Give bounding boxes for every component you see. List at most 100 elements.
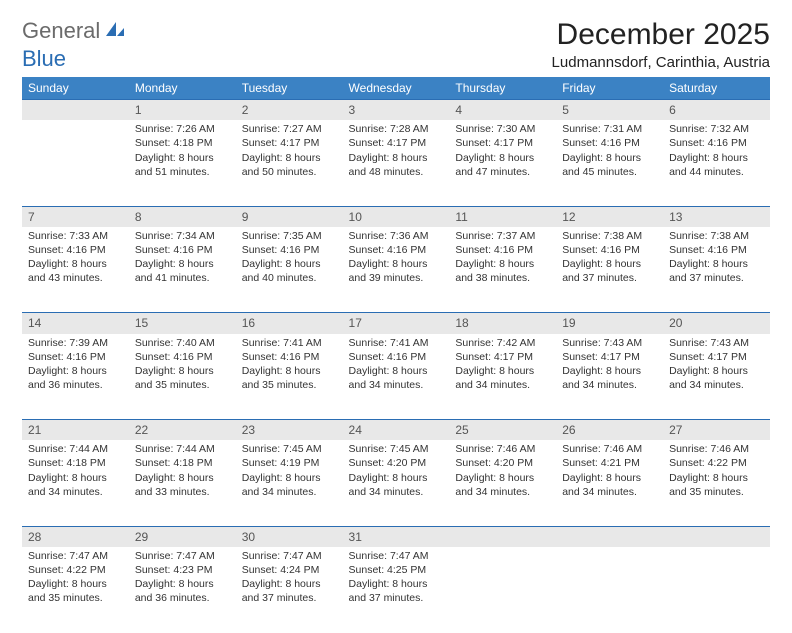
daylight2-text: and 43 minutes. (28, 271, 123, 285)
day-header: Friday (556, 77, 663, 100)
sunset-text: Sunset: 4:17 PM (669, 350, 764, 364)
sunset-text: Sunset: 4:17 PM (455, 136, 550, 150)
daylight1-text: Daylight: 8 hours (349, 471, 444, 485)
daylight2-text: and 37 minutes. (562, 271, 657, 285)
day-number: 14 (22, 313, 129, 334)
sunrise-text: Sunrise: 7:36 AM (349, 229, 444, 243)
daylight2-text: and 34 minutes. (669, 378, 764, 392)
day-number: 7 (22, 206, 129, 227)
daylight1-text: Daylight: 8 hours (455, 364, 550, 378)
sunrise-text: Sunrise: 7:42 AM (455, 336, 550, 350)
sunrise-text: Sunrise: 7:46 AM (669, 442, 764, 456)
daylight2-text: and 48 minutes. (349, 165, 444, 179)
calendar-table: Sunday Monday Tuesday Wednesday Thursday… (22, 77, 770, 633)
sunset-text: Sunset: 4:16 PM (669, 136, 764, 150)
day-cell: Sunrise: 7:38 AMSunset: 4:16 PMDaylight:… (663, 227, 770, 313)
day-number: 20 (663, 313, 770, 334)
day-cell: Sunrise: 7:31 AMSunset: 4:16 PMDaylight:… (556, 120, 663, 206)
daylight2-text: and 37 minutes. (669, 271, 764, 285)
sunset-text: Sunset: 4:20 PM (349, 456, 444, 470)
daylight1-text: Daylight: 8 hours (562, 151, 657, 165)
daylight2-text: and 34 minutes. (242, 485, 337, 499)
day-cell: Sunrise: 7:40 AMSunset: 4:16 PMDaylight:… (129, 334, 236, 420)
day-cell: Sunrise: 7:41 AMSunset: 4:16 PMDaylight:… (343, 334, 450, 420)
sunset-text: Sunset: 4:16 PM (135, 350, 230, 364)
daylight2-text: and 39 minutes. (349, 271, 444, 285)
sunrise-text: Sunrise: 7:33 AM (28, 229, 123, 243)
logo-blue-row: Blue (22, 46, 66, 72)
day-cell: Sunrise: 7:42 AMSunset: 4:17 PMDaylight:… (449, 334, 556, 420)
day-cell: Sunrise: 7:47 AMSunset: 4:25 PMDaylight:… (343, 547, 450, 633)
day-cell: Sunrise: 7:45 AMSunset: 4:20 PMDaylight:… (343, 440, 450, 526)
daylight1-text: Daylight: 8 hours (242, 364, 337, 378)
sunrise-text: Sunrise: 7:44 AM (28, 442, 123, 456)
day-number (663, 526, 770, 547)
day-cell (449, 547, 556, 633)
day-cell: Sunrise: 7:32 AMSunset: 4:16 PMDaylight:… (663, 120, 770, 206)
daylight2-text: and 34 minutes. (349, 378, 444, 392)
day-number: 6 (663, 100, 770, 121)
daylight1-text: Daylight: 8 hours (562, 471, 657, 485)
daylight1-text: Daylight: 8 hours (135, 364, 230, 378)
sunset-text: Sunset: 4:17 PM (242, 136, 337, 150)
sunrise-text: Sunrise: 7:35 AM (242, 229, 337, 243)
daylight2-text: and 45 minutes. (562, 165, 657, 179)
day-cell: Sunrise: 7:47 AMSunset: 4:22 PMDaylight:… (22, 547, 129, 633)
sunrise-text: Sunrise: 7:30 AM (455, 122, 550, 136)
daylight2-text: and 38 minutes. (455, 271, 550, 285)
daylight2-text: and 35 minutes. (28, 591, 123, 605)
day-number: 19 (556, 313, 663, 334)
sunset-text: Sunset: 4:21 PM (562, 456, 657, 470)
day-number: 23 (236, 420, 343, 441)
day-cell: Sunrise: 7:26 AMSunset: 4:18 PMDaylight:… (129, 120, 236, 206)
day-number: 28 (22, 526, 129, 547)
sunset-text: Sunset: 4:23 PM (135, 563, 230, 577)
day-number: 2 (236, 100, 343, 121)
sunset-text: Sunset: 4:16 PM (455, 243, 550, 257)
sunset-text: Sunset: 4:24 PM (242, 563, 337, 577)
daylight1-text: Daylight: 8 hours (669, 151, 764, 165)
day-header: Saturday (663, 77, 770, 100)
day-number: 12 (556, 206, 663, 227)
day-cell: Sunrise: 7:47 AMSunset: 4:23 PMDaylight:… (129, 547, 236, 633)
day-number: 30 (236, 526, 343, 547)
day-number: 10 (343, 206, 450, 227)
daylight2-text: and 34 minutes. (455, 378, 550, 392)
sunset-text: Sunset: 4:18 PM (135, 456, 230, 470)
day-header: Wednesday (343, 77, 450, 100)
day-number (22, 100, 129, 121)
day-cell (663, 547, 770, 633)
daylight1-text: Daylight: 8 hours (349, 151, 444, 165)
sunset-text: Sunset: 4:19 PM (242, 456, 337, 470)
daylight1-text: Daylight: 8 hours (135, 257, 230, 271)
sunset-text: Sunset: 4:16 PM (349, 243, 444, 257)
daylight2-text: and 47 minutes. (455, 165, 550, 179)
day-number: 9 (236, 206, 343, 227)
daylight2-text: and 34 minutes. (455, 485, 550, 499)
day-cell: Sunrise: 7:44 AMSunset: 4:18 PMDaylight:… (22, 440, 129, 526)
daylight2-text: and 33 minutes. (135, 485, 230, 499)
daylight1-text: Daylight: 8 hours (28, 364, 123, 378)
day-header: Monday (129, 77, 236, 100)
sunrise-text: Sunrise: 7:46 AM (455, 442, 550, 456)
day-number: 15 (129, 313, 236, 334)
day-number (449, 526, 556, 547)
daynum-row: 14151617181920 (22, 313, 770, 334)
day-number: 27 (663, 420, 770, 441)
day-cell (22, 120, 129, 206)
sunrise-text: Sunrise: 7:31 AM (562, 122, 657, 136)
daylight2-text: and 35 minutes. (135, 378, 230, 392)
logo: General (22, 18, 128, 44)
day-header: Sunday (22, 77, 129, 100)
sunset-text: Sunset: 4:16 PM (349, 350, 444, 364)
sunrise-text: Sunrise: 7:28 AM (349, 122, 444, 136)
sunrise-text: Sunrise: 7:43 AM (669, 336, 764, 350)
daylight1-text: Daylight: 8 hours (455, 471, 550, 485)
day-cell: Sunrise: 7:38 AMSunset: 4:16 PMDaylight:… (556, 227, 663, 313)
day-cell: Sunrise: 7:27 AMSunset: 4:17 PMDaylight:… (236, 120, 343, 206)
day-cell: Sunrise: 7:46 AMSunset: 4:21 PMDaylight:… (556, 440, 663, 526)
location: Ludmannsdorf, Carinthia, Austria (552, 54, 770, 71)
sunrise-text: Sunrise: 7:26 AM (135, 122, 230, 136)
sunset-text: Sunset: 4:16 PM (669, 243, 764, 257)
daylight2-text: and 44 minutes. (669, 165, 764, 179)
